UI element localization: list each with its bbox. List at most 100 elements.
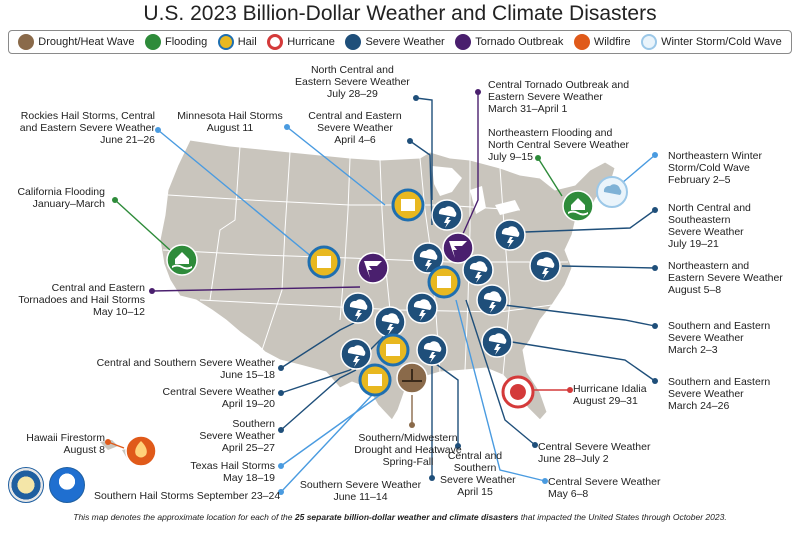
leader-dot	[155, 127, 161, 133]
leader-dot	[535, 155, 541, 161]
leader-dot	[429, 475, 435, 481]
legend-item-wildfire: Wildfire	[573, 34, 631, 50]
severe-weather-icon	[340, 338, 372, 370]
event-label-19: Central and Southern Severe Weather April 1…	[440, 450, 516, 498]
event-label-24: Southern Severe Weather June 11–14	[299, 479, 422, 503]
event-label-6: Northeastern Flooding and North Central S…	[488, 127, 630, 163]
wildfire-icon	[125, 435, 157, 467]
event-label-25: Southern Hail Storms September 23–24	[94, 490, 281, 502]
event-label-15: Central Severe Weather April 19–20	[162, 386, 275, 410]
event-label-2: Central Tornado Outbreak and Eastern Seve…	[488, 79, 630, 115]
severe-weather-icon	[462, 254, 494, 286]
event-label-4: Minnesota Hail Storms August 11	[177, 110, 283, 134]
legend-item-hail: Hail	[217, 34, 257, 50]
hurricane-icon	[501, 375, 535, 409]
leader-line	[561, 265, 656, 269]
leader-line	[621, 154, 656, 184]
footnote: This map denotes the approximate locatio…	[73, 512, 727, 522]
leader-dot	[652, 323, 658, 329]
leader-dot	[652, 152, 658, 158]
leader-line	[465, 299, 536, 446]
event-label-3: Rockies Hail Storms, Central and Eastern …	[19, 110, 155, 146]
noaa-logo	[49, 467, 85, 503]
leader-dot	[567, 387, 573, 393]
hail-icon	[358, 363, 392, 397]
leader-dot	[475, 89, 481, 95]
winter-storm-icon	[641, 34, 658, 50]
severe-weather-icon	[529, 250, 561, 282]
leader-line	[461, 92, 479, 237]
tornado-icon	[442, 232, 474, 264]
severe-weather-icon	[345, 34, 362, 50]
severe-weather-icon	[374, 306, 406, 338]
leader-line	[455, 299, 546, 482]
leader-dot	[284, 124, 290, 130]
leader-line	[495, 303, 656, 327]
leader-dot	[278, 427, 284, 433]
tornado-icon	[357, 252, 389, 284]
event-label-17: Southern Severe Weather April 25–27	[199, 418, 275, 454]
leader-dots	[105, 89, 658, 495]
leader-dot	[278, 365, 284, 371]
great-lakes	[432, 166, 520, 215]
legend-item-tornado: Tornado Outbreak	[455, 34, 563, 50]
leader-dot	[407, 138, 413, 144]
legend-item-drought: Drought/Heat Wave	[18, 34, 134, 50]
event-label-21: Hawaii Firestorm August 8	[26, 432, 105, 456]
event-label-13: Central and Southern Severe Weather June …	[96, 357, 275, 381]
event-label-8: California Flooding January–March	[17, 186, 105, 210]
leader-line	[524, 209, 656, 233]
event-label-22: Texas Hail Storms May 18–19	[190, 460, 275, 484]
leader-dot	[532, 442, 538, 448]
event-label-20: Central Severe Weather June 28–July 2	[538, 441, 651, 465]
drought-icon	[18, 34, 35, 50]
severe-weather-icon	[342, 292, 374, 324]
wildfire-icon	[573, 34, 590, 50]
leader-line	[280, 369, 357, 431]
flooding-icon	[166, 244, 198, 276]
event-icons	[125, 176, 628, 467]
tornado-icon	[455, 34, 472, 50]
leader-line	[286, 126, 386, 206]
hail-icon	[376, 333, 410, 367]
leader-dot	[105, 439, 111, 445]
hail-icon	[217, 34, 234, 50]
leader-line	[537, 157, 563, 197]
leader-line	[511, 341, 656, 382]
event-label-16: Hurricane Idalia August 29–31	[573, 383, 647, 407]
legend-item-hurricane: Hurricane	[267, 34, 335, 50]
leader-line	[409, 140, 433, 226]
leader-dot	[652, 265, 658, 271]
event-label-7: Northeastern Winter Storm/Cold Wave Februa…	[668, 150, 762, 186]
leader-dot	[409, 422, 415, 428]
hail-icon	[307, 245, 341, 279]
leader-dot	[112, 197, 118, 203]
flooding-icon	[562, 190, 594, 222]
legend-item-severe-weather: Severe Weather	[345, 34, 445, 50]
leader-dot	[278, 390, 284, 396]
hail-icon	[391, 188, 425, 222]
event-label-18: Southern/Midwestern Drought and Heatwave S…	[354, 432, 462, 468]
department-of-commerce-seal	[8, 467, 44, 503]
legend: Drought/Heat Wave Flooding Hail Hurrican…	[8, 30, 792, 54]
severe-weather-icon	[431, 199, 463, 231]
legend-item-winter-storm: Winter Storm/Cold Wave	[641, 34, 782, 50]
event-label-11: Central and Eastern Tornadoes and Hail St…	[18, 282, 145, 318]
severe-weather-icon	[412, 242, 444, 274]
leader-dot	[652, 378, 658, 384]
hail-icon	[427, 265, 461, 299]
flooding-icon	[145, 34, 161, 50]
leader-dot	[455, 443, 461, 449]
leader-line	[280, 394, 373, 493]
leader-line	[280, 321, 357, 369]
event-label-9: North Central and Southeastern Severe Weat…	[668, 202, 751, 250]
event-label-10: Northeastern and Eastern Severe Weather Au…	[668, 260, 783, 296]
leader-dot	[278, 489, 284, 495]
severe-weather-icon	[494, 219, 526, 251]
severe-weather-icon	[416, 334, 448, 366]
leader-line	[280, 333, 387, 394]
severe-weather-icon	[406, 292, 438, 324]
event-label-14: Southern and Eastern Severe Weather March …	[668, 376, 771, 412]
event-label-23: Central Severe Weather May 6–8	[548, 476, 661, 500]
